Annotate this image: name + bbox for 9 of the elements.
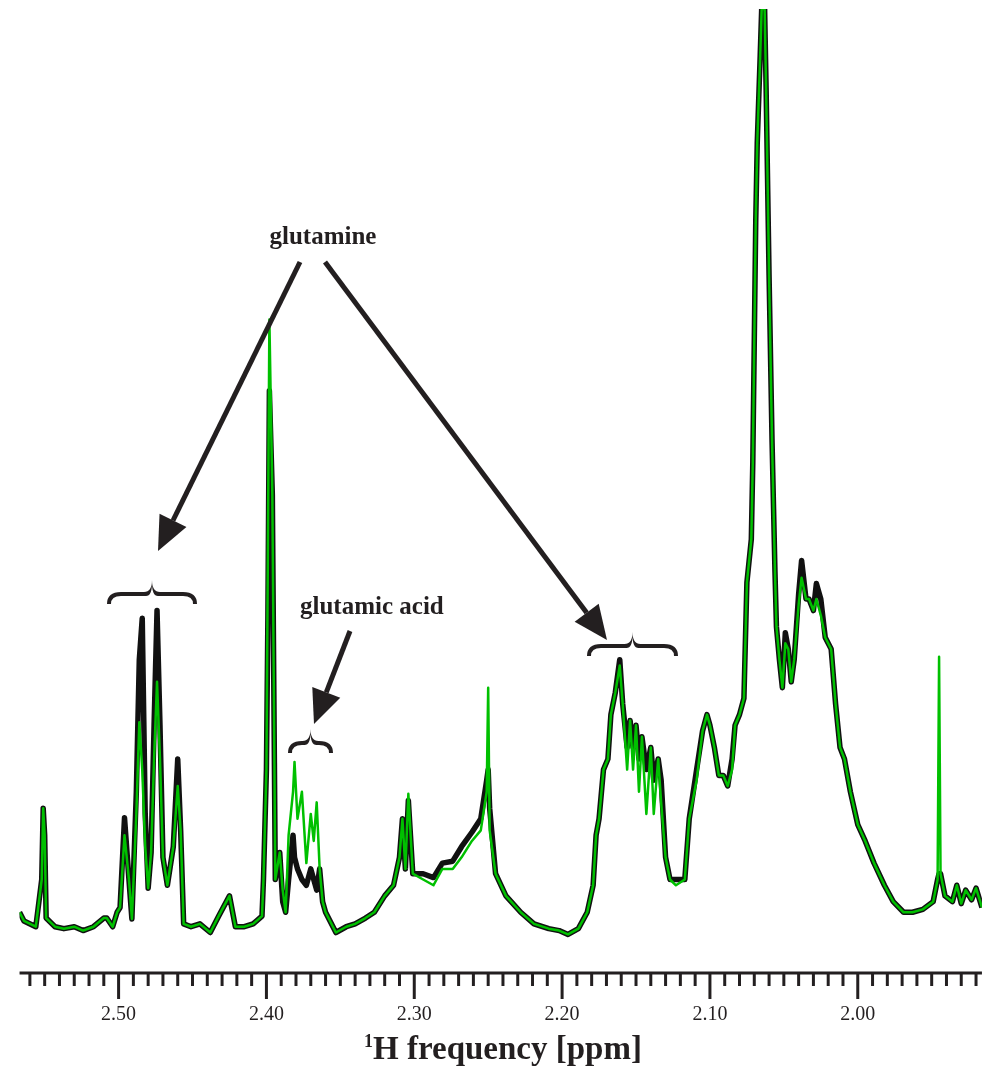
- x-tick-label: 2.30: [396, 1002, 432, 1025]
- x-tick-label: 2.40: [248, 1002, 284, 1025]
- x-tick-label: 2.00: [840, 1002, 876, 1025]
- x-tick-label: 2.20: [544, 1002, 580, 1025]
- x-tick-label: 2.10: [692, 1002, 728, 1025]
- x-tick-label: 2.50: [101, 1002, 137, 1025]
- annotation: glutamic acid: [300, 592, 444, 620]
- annotation: glutamine: [269, 222, 377, 250]
- x-axis-title: $^{1}$H frequency [ppm]: [363, 1030, 643, 1067]
